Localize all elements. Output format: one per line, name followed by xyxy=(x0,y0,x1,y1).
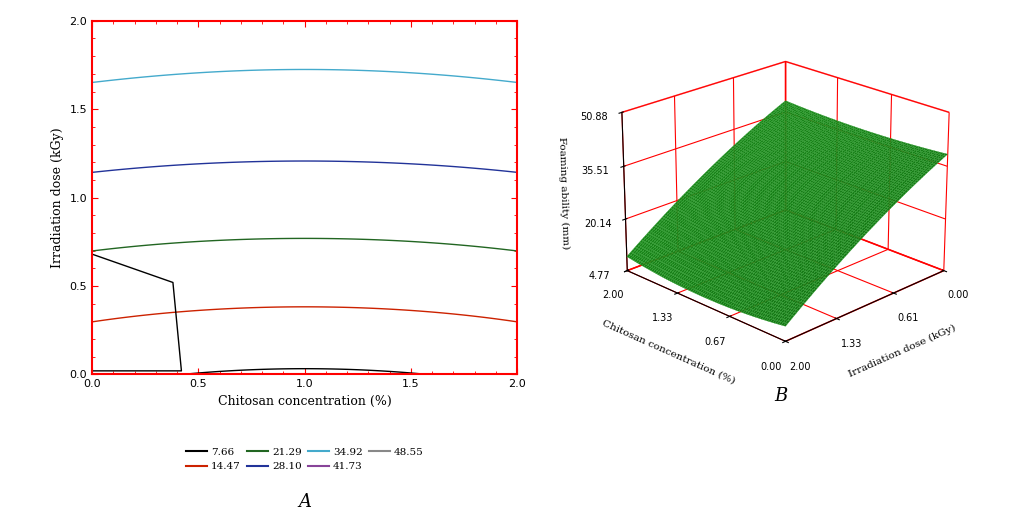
Y-axis label: Irradiation dose (kGy): Irradiation dose (kGy) xyxy=(51,127,63,268)
Y-axis label: Chitosan concentration (%): Chitosan concentration (%) xyxy=(601,318,736,385)
Text: B: B xyxy=(774,386,787,405)
Text: A: A xyxy=(298,492,311,511)
X-axis label: Chitosan concentration (%): Chitosan concentration (%) xyxy=(218,395,391,408)
Legend: 7.66, 14.47, 21.29, 28.10, 34.92, 41.73, 48.55: 7.66, 14.47, 21.29, 28.10, 34.92, 41.73,… xyxy=(181,443,428,475)
X-axis label: Irradiation dose (kGy): Irradiation dose (kGy) xyxy=(848,323,957,380)
